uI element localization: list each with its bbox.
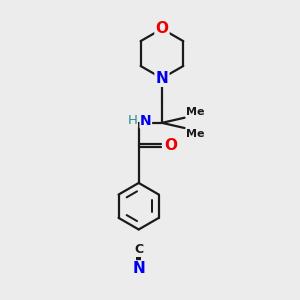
Text: O: O bbox=[164, 138, 177, 153]
Text: Me: Me bbox=[186, 107, 204, 117]
Text: Me: Me bbox=[186, 129, 204, 139]
Text: N: N bbox=[132, 261, 145, 276]
Text: N: N bbox=[156, 71, 168, 86]
Text: H: H bbox=[128, 114, 137, 127]
Text: O: O bbox=[155, 21, 169, 36]
Text: N: N bbox=[140, 114, 152, 128]
Text: C: C bbox=[134, 243, 143, 256]
